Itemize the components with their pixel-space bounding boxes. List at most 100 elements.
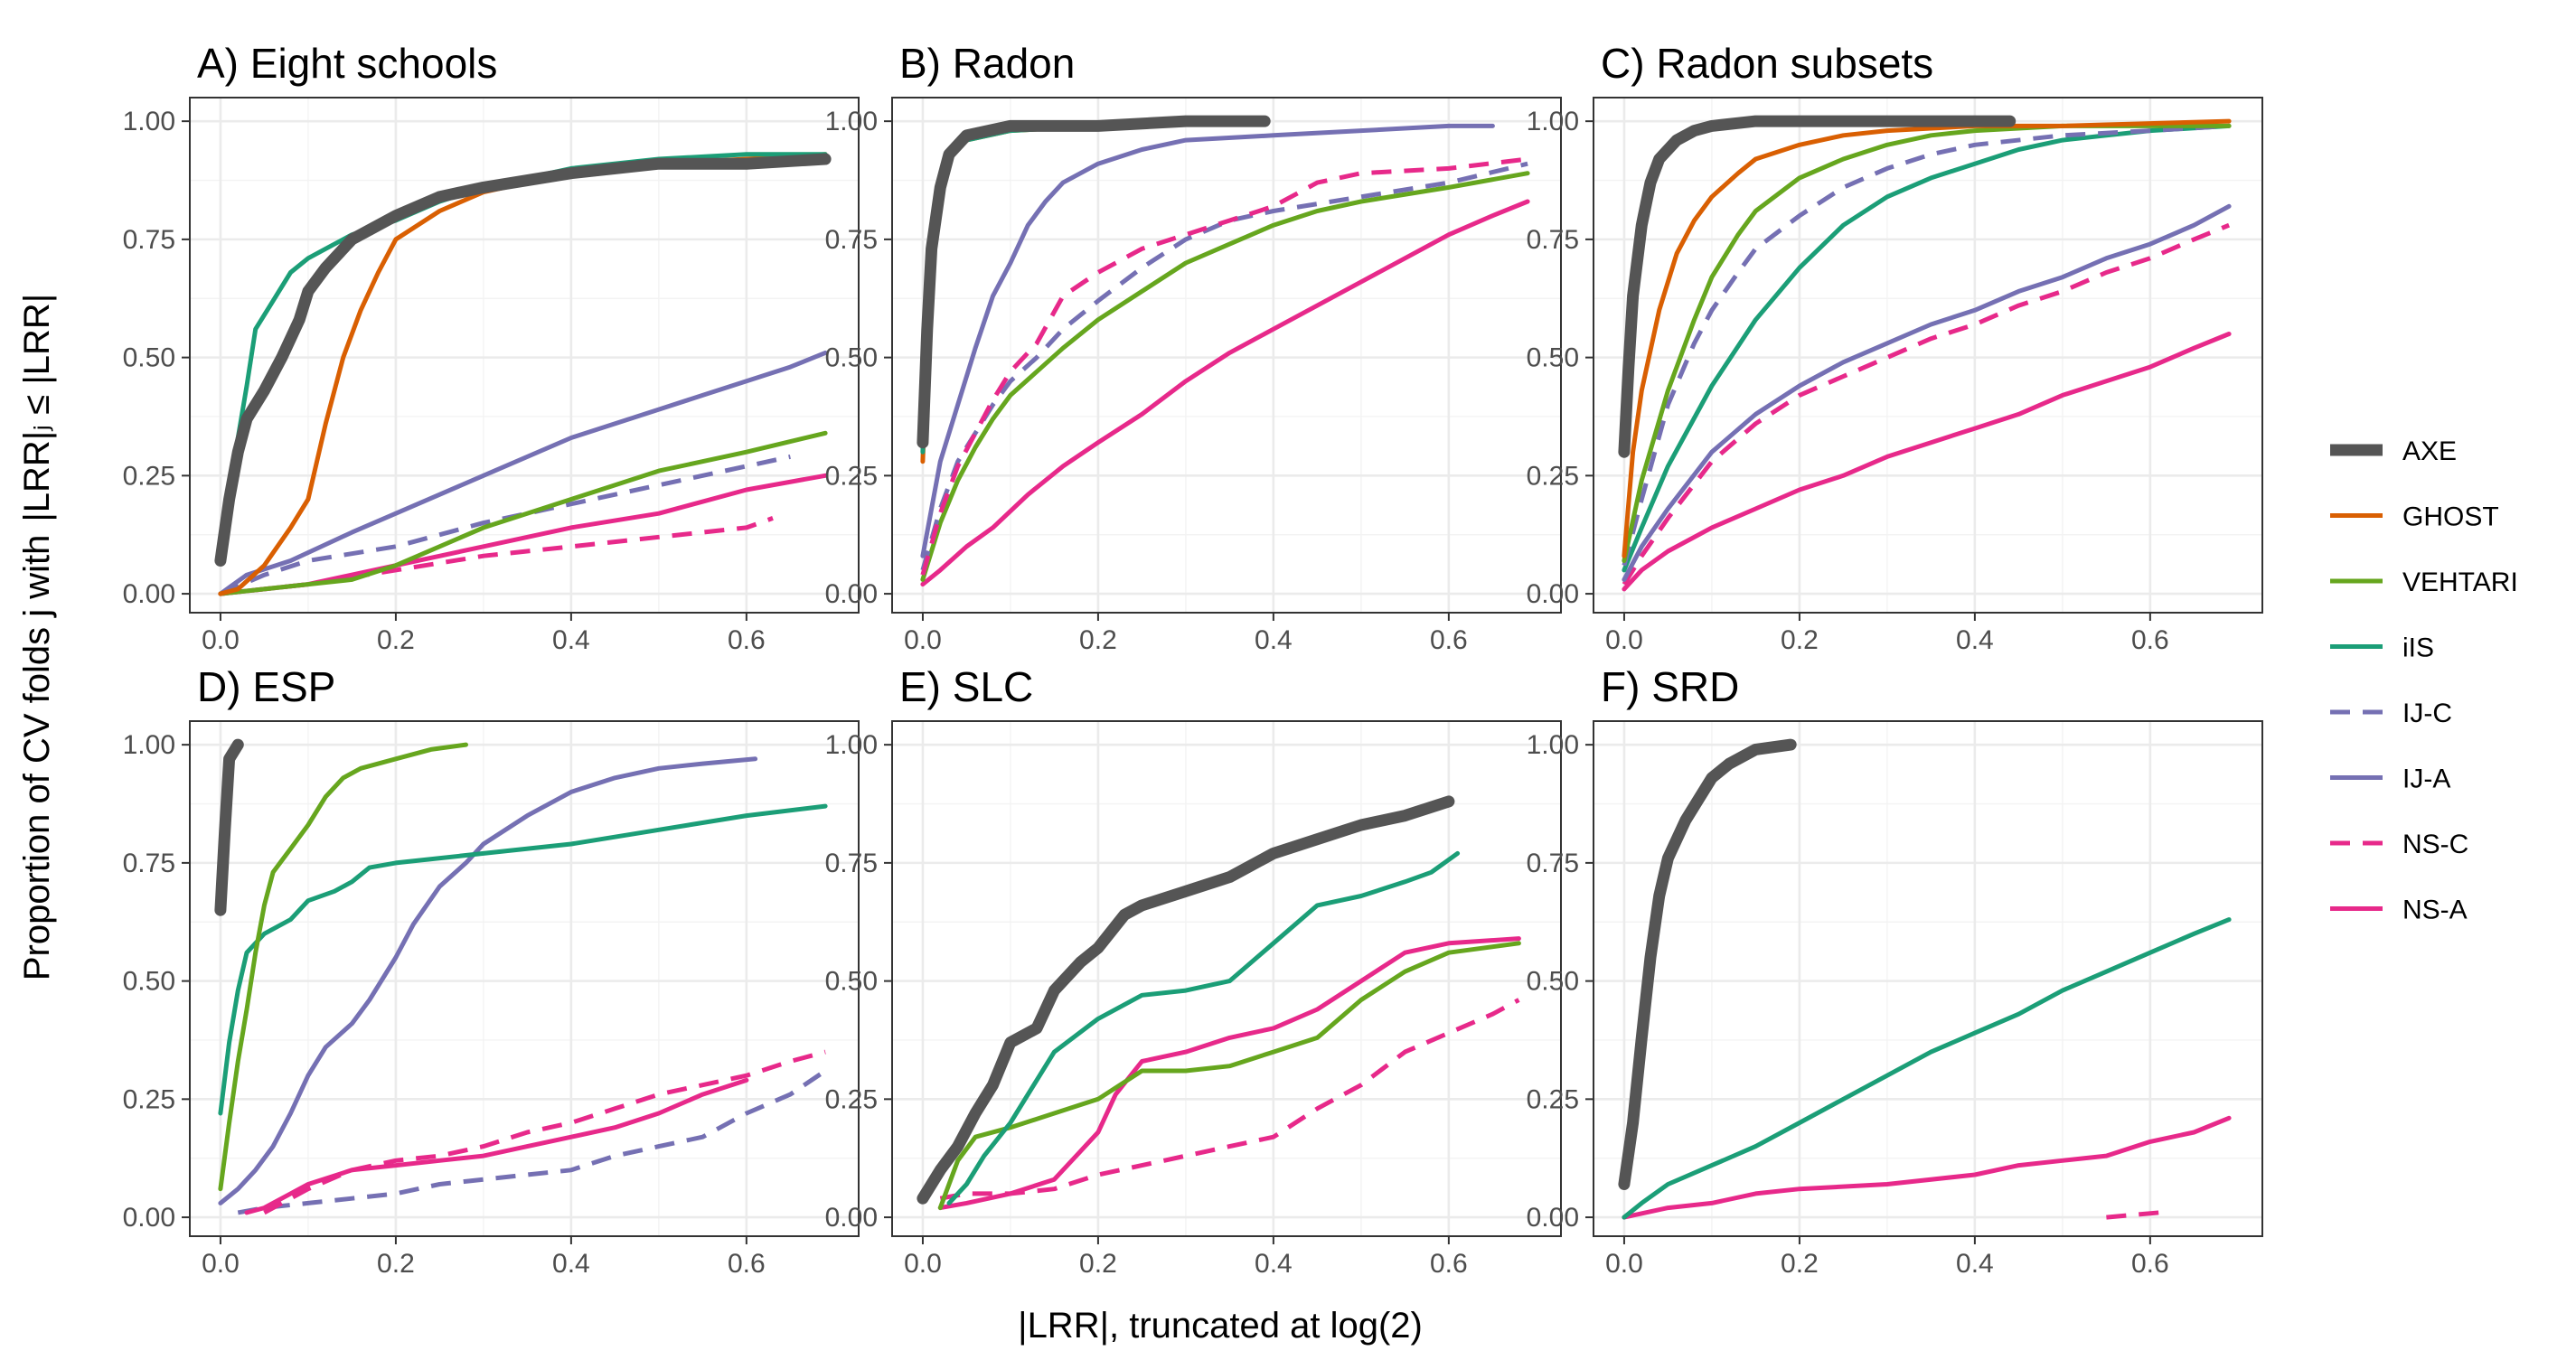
panel-4-border: [190, 721, 859, 1236]
panel-1-series-ij-c: [221, 456, 791, 594]
panel-5-y-tick-label: 1.00: [825, 730, 878, 760]
panel-5: 0.0 0.2 0.4 0.60.000.250.500.751.00E) SLC: [825, 663, 1561, 1279]
legend-label-iis: iIS: [2402, 633, 2434, 663]
panel-5-y-tick-label: 0.50: [825, 967, 878, 997]
panel-5-y-tick-label: 0.25: [825, 1084, 878, 1114]
panel-3-x-tick-label: 0.2: [1781, 625, 1819, 655]
panel-3-y-tick-label: 0.75: [1527, 225, 1579, 255]
panel-1-x-tick-label: 0.2: [377, 625, 415, 655]
legend-label-axe: AXE: [2402, 436, 2457, 466]
legend-item-ij-a: IJ-A: [2330, 764, 2450, 794]
legend-label-ns-a: NS-A: [2402, 896, 2468, 925]
panel-1-y-tick-label: 0.75: [123, 225, 175, 255]
y-axis-title: Proportion of CV folds j with|LRR|ⱼ ≤ |L…: [17, 294, 57, 980]
legend-item-ij-c: IJ-C: [2330, 699, 2452, 728]
panel-1-border: [190, 98, 859, 613]
panel-4-series-vehtari: [221, 745, 466, 1189]
panel-4-y-tick-label: 0.50: [123, 967, 175, 997]
panel-3-y-tick-label: 0.00: [1527, 579, 1579, 609]
panel-6-y-tick-label: 1.00: [1527, 730, 1579, 760]
panel-2-series-vehtari: [923, 174, 1528, 580]
legend-label-ns-c: NS-C: [2402, 830, 2468, 859]
panel-4: 0.0 0.2 0.4 0.6 0.00 0.25 0.50 0.75 1.00 D) ESP: [123, 663, 859, 1279]
panel-6: 0.0 0.2 0.4 0.6 0.00 0.25 0.50 0.75 1.00 F) SRD: [1527, 663, 2262, 1279]
panel-3-y-tick-label: 1.00: [1527, 107, 1579, 136]
panels: 0.0 0.2 0.4 0.6 0.00 0.25 0.50 0.75 1.00 A) Eight…: [123, 40, 2262, 1279]
panel-2: 0.0 0.2 0.4 0.6 0.00 0.25 0.50 0.75 1.00 B) Radon: [825, 40, 1561, 655]
panel-5-y-tick-label: 0.00: [825, 1203, 878, 1233]
panel-2-series-ns-c: [923, 159, 1528, 575]
panel-2-series-group: [923, 121, 1528, 585]
panel-2-series-axe: [923, 121, 1264, 443]
panel-1-y-tick-label: 0.00: [123, 579, 175, 609]
panel-4-series-ij-c: [238, 1071, 825, 1213]
panel-6-series-iis: [1624, 920, 2229, 1218]
x-axis-title: |LRR|, truncated at log(2): [1018, 1306, 1423, 1346]
panel-6-x-tick-label: 0.4: [1956, 1249, 1994, 1279]
legend-label-ij-c: IJ-C: [2402, 699, 2452, 728]
legend-item-ghost: GHOST: [2330, 502, 2499, 532]
panel-2-x-tick-label: 0.0: [904, 625, 942, 655]
panel-1-series-ghost: [221, 155, 825, 594]
panel-1-y-tick-label: 0.50: [123, 343, 175, 373]
panel-5-x-tick-label: 0.6: [1430, 1249, 1468, 1279]
panel-3-series-ns-a: [1624, 334, 2229, 589]
panel-4-series-group: [221, 745, 825, 1213]
panel-4-x-tick-label: 0.0: [202, 1249, 240, 1279]
y-axis-title-math: |LRR|ⱼ ≤ |LRR|: [17, 294, 57, 522]
panel-4-series-axe: [221, 745, 238, 910]
panel-5-y-tick-label: 0.75: [825, 849, 878, 878]
panel-3-y-tick-label: 0.25: [1527, 461, 1579, 491]
panel-5-x-tick-label: 0.4: [1255, 1249, 1293, 1279]
panel-3-series-group: [1624, 121, 2229, 589]
panel-2-y-tick-label: 0.75: [825, 225, 878, 255]
legend-item-axe: AXE: [2330, 436, 2457, 466]
panel-2-x-tick-label: 0.2: [1079, 625, 1117, 655]
panel-2-y-tick-label: 0.50: [825, 343, 878, 373]
legend-label-ghost: GHOST: [2402, 502, 2499, 532]
panel-6-x-tick-label: 0.2: [1781, 1249, 1819, 1279]
panel-3-x-tick-label: 0.4: [1956, 625, 1994, 655]
panel-1: 0.0 0.2 0.4 0.60.000.250.500.751.00A) Eight…: [123, 40, 859, 655]
panel-6-x-tick-label: 0.6: [2131, 1249, 2169, 1279]
panel-4-y-tick-label: 0.75: [123, 849, 175, 878]
legend-item-iis: iIS: [2330, 633, 2434, 663]
panel-5-border: [892, 721, 1561, 1236]
panel-6-x-tick-label: 0.0: [1605, 1249, 1643, 1279]
panel-6-y-tick-label: 0.25: [1527, 1084, 1579, 1114]
panel-3-x-tick-label: 0.0: [1605, 625, 1643, 655]
panel-4-y-tick-label: 0.00: [123, 1203, 175, 1233]
panel-2-y-tick-label: 0.00: [825, 579, 878, 609]
panel-5-x-tick-label: 0.0: [904, 1249, 942, 1279]
panel-4-y-tick-label: 1.00: [123, 730, 175, 760]
panel-5-title: E) SLC: [899, 663, 1033, 710]
panel-6-y-tick-label: 0.75: [1527, 849, 1579, 878]
panel-1-title: A) Eight schools: [197, 40, 497, 87]
panel-3-x-tick-label: 0.6: [2131, 625, 2169, 655]
panel-3: 0.0 0.2 0.4 0.6 0.00 0.25 0.50 0.75 1.00 C) Radon…: [1527, 40, 2262, 655]
panel-3-series-ns-c: [1624, 225, 2229, 584]
panel-1-x-tick-label: 0.4: [552, 625, 590, 655]
panel-1-series-ij-a: [221, 352, 825, 594]
panel-1-y-tick-label: 0.25: [123, 461, 175, 491]
legend-item-ns-c: NS-C: [2330, 830, 2468, 859]
panel-1-series-group: [221, 155, 825, 594]
panel-2-title: B) Radon: [899, 40, 1075, 87]
panel-1-x-tick-label: 0.0: [202, 625, 240, 655]
panel-2-x-tick-label: 0.4: [1255, 625, 1293, 655]
panel-2-y-tick-label: 0.25: [825, 461, 878, 491]
panel-1-y-tick-label: 1.00: [123, 107, 175, 136]
panel-6-y-tick-label: 0.00: [1527, 1203, 1579, 1233]
panel-4-x-tick-label: 0.6: [728, 1249, 766, 1279]
legend: AXE GHOST VEHTARI iIS IJ-C IJ-A NS-C NS-A: [2330, 436, 2518, 925]
legend-item-vehtari: VEHTARI: [2330, 567, 2518, 597]
panel-4-series-ns-c: [264, 1052, 825, 1213]
panel-1-series-axe: [221, 159, 825, 561]
panel-4-title: D) ESP: [197, 663, 335, 710]
legend-label-vehtari: VEHTARI: [2402, 567, 2518, 597]
panel-6-title: F) SRD: [1601, 663, 1739, 710]
panel-4-x-tick-label: 0.4: [552, 1249, 590, 1279]
panel-4-x-tick-label: 0.2: [377, 1249, 415, 1279]
panel-3-title: C) Radon subsets: [1601, 40, 1933, 87]
